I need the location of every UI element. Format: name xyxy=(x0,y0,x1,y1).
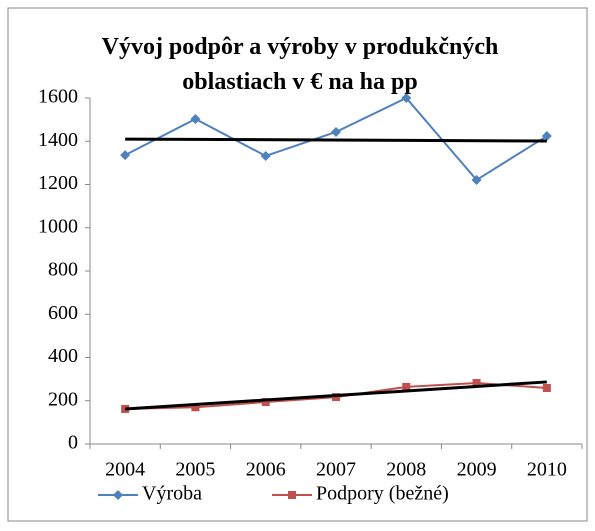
marker xyxy=(471,174,482,185)
y-tick-label: 400 xyxy=(48,345,78,367)
y-tick-label: 0 xyxy=(68,432,78,454)
y-tick-label: 1600 xyxy=(38,86,78,108)
marker xyxy=(332,393,340,402)
marker xyxy=(288,491,296,499)
marker xyxy=(261,398,270,407)
y-tick-label: 1000 xyxy=(38,215,78,237)
trendline xyxy=(125,137,547,143)
marker xyxy=(113,490,123,500)
x-tick-label: 2007 xyxy=(316,459,356,481)
marker xyxy=(331,126,341,137)
x-tick-label: 2008 xyxy=(386,459,426,481)
y-tick-label: 1400 xyxy=(38,129,78,151)
x-tick-label: 2010 xyxy=(527,459,567,481)
chart-title: Vývoj podpôr a výroby v produkčných obla… xyxy=(101,34,499,95)
marker xyxy=(542,383,551,392)
y-tick-label: 200 xyxy=(48,388,78,410)
marker xyxy=(472,379,481,388)
marker xyxy=(541,131,552,142)
chart-frame xyxy=(7,7,588,522)
x-tick-label: 2006 xyxy=(246,459,286,481)
trendline xyxy=(125,380,547,411)
marker xyxy=(191,403,200,412)
legend-label: Výroba xyxy=(142,483,202,505)
legend-label: Podpory (bežné) xyxy=(316,483,449,505)
x-tick-label: 2004 xyxy=(105,459,145,481)
marker xyxy=(121,404,130,413)
marker xyxy=(401,93,412,103)
y-tick-label: 800 xyxy=(48,259,78,281)
marker xyxy=(402,382,411,391)
y-tick-label: 1200 xyxy=(38,172,78,194)
x-tick-label: 2005 xyxy=(175,459,215,481)
marker xyxy=(260,150,271,161)
marker xyxy=(190,113,201,124)
marker xyxy=(120,150,131,161)
y-tick-label: 600 xyxy=(48,302,78,324)
x-tick-label: 2009 xyxy=(457,459,497,481)
